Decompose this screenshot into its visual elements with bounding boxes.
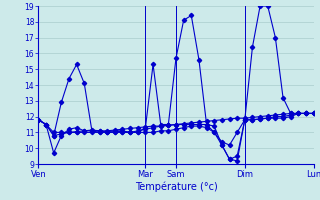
X-axis label: Température (°c): Température (°c) — [135, 181, 217, 192]
